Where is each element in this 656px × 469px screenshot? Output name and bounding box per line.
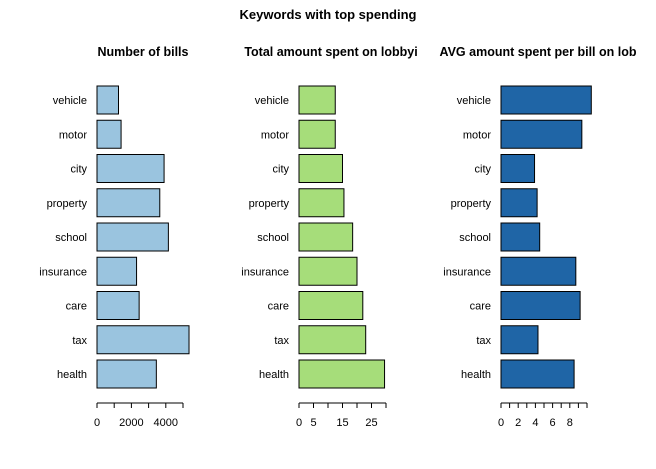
x-tick-label-2-15: 15	[336, 417, 348, 429]
category-label-1-tax: tax	[72, 335, 87, 347]
bar-1-vehicle	[96, 85, 119, 115]
bar-2-school	[298, 222, 354, 252]
category-label-3-tax: tax	[476, 335, 491, 347]
category-label-3-care: care	[470, 301, 491, 313]
category-label-2-motor: motor	[261, 129, 289, 141]
category-label-2-city: city	[273, 164, 290, 176]
bar-1-school	[96, 222, 169, 252]
bar-3-tax	[500, 325, 539, 355]
category-label-1-vehicle: vehicle	[53, 95, 87, 107]
bar-2-vehicle	[298, 85, 336, 115]
bar-3-health	[500, 359, 575, 389]
category-label-3-insurance: insurance	[443, 266, 491, 278]
category-label-2-property: property	[249, 198, 290, 210]
x-tick-label-1-4000: 4000	[154, 417, 178, 429]
main-title: Keywords with top spending	[240, 7, 417, 22]
category-label-2-insurance: insurance	[241, 266, 289, 278]
category-label-3-health: health	[461, 369, 491, 381]
category-label-1-care: care	[66, 301, 87, 313]
category-label-2-school: school	[257, 232, 289, 244]
bar-2-city	[298, 154, 343, 183]
category-label-2-vehicle: vehicle	[255, 95, 289, 107]
bar-2-health	[298, 359, 386, 389]
bar-3-vehicle	[500, 85, 592, 115]
bar-3-insurance	[500, 256, 577, 286]
x-tick-label-3-8: 8	[567, 417, 573, 429]
category-label-1-city: city	[71, 164, 88, 176]
bar-3-motor	[500, 119, 583, 149]
bar-1-property	[96, 188, 161, 218]
category-label-3-city: city	[475, 164, 492, 176]
bar-2-property	[298, 188, 345, 218]
bar-3-school	[500, 222, 541, 252]
panel-title-3: AVG amount spent per bill on lob	[440, 45, 637, 59]
bar-3-property	[500, 188, 538, 218]
bar-1-health	[96, 359, 157, 389]
category-label-1-school: school	[55, 232, 87, 244]
category-label-1-property: property	[47, 198, 88, 210]
x-tick-label-3-6: 6	[550, 417, 556, 429]
bar-2-care	[298, 291, 364, 320]
bar-1-insurance	[96, 256, 138, 286]
bar-3-city	[500, 154, 536, 183]
x-tick-label-2-5: 5	[310, 417, 316, 429]
x-tick-label-1-0: 0	[94, 417, 100, 429]
x-tick-label-3-2: 2	[515, 417, 521, 429]
category-label-3-school: school	[459, 232, 491, 244]
panel-title-2: Total amount spent on lobbyi	[244, 45, 417, 59]
category-label-1-insurance: insurance	[39, 266, 87, 278]
category-label-3-property: property	[451, 198, 492, 210]
x-tick-label-2-25: 25	[365, 417, 377, 429]
bar-3-care	[500, 291, 581, 320]
bar-1-motor	[96, 119, 122, 149]
bar-1-care	[96, 291, 140, 320]
category-label-3-motor: motor	[463, 129, 491, 141]
category-label-2-health: health	[259, 369, 289, 381]
bar-2-tax	[298, 325, 367, 355]
bar-2-insurance	[298, 256, 358, 286]
panel-title-1: Number of bills	[98, 45, 189, 59]
category-label-1-health: health	[57, 369, 87, 381]
x-tick-label-3-4: 4	[532, 417, 538, 429]
bar-1-city	[96, 154, 165, 183]
category-label-2-care: care	[268, 301, 289, 313]
bar-2-motor	[298, 119, 336, 149]
x-tick-label-2-0: 0	[296, 417, 302, 429]
x-tick-label-3-0: 0	[498, 417, 504, 429]
category-label-1-motor: motor	[59, 129, 87, 141]
category-label-3-vehicle: vehicle	[457, 95, 491, 107]
category-label-2-tax: tax	[274, 335, 289, 347]
bar-1-tax	[96, 325, 190, 355]
x-tick-label-1-2000: 2000	[119, 417, 143, 429]
